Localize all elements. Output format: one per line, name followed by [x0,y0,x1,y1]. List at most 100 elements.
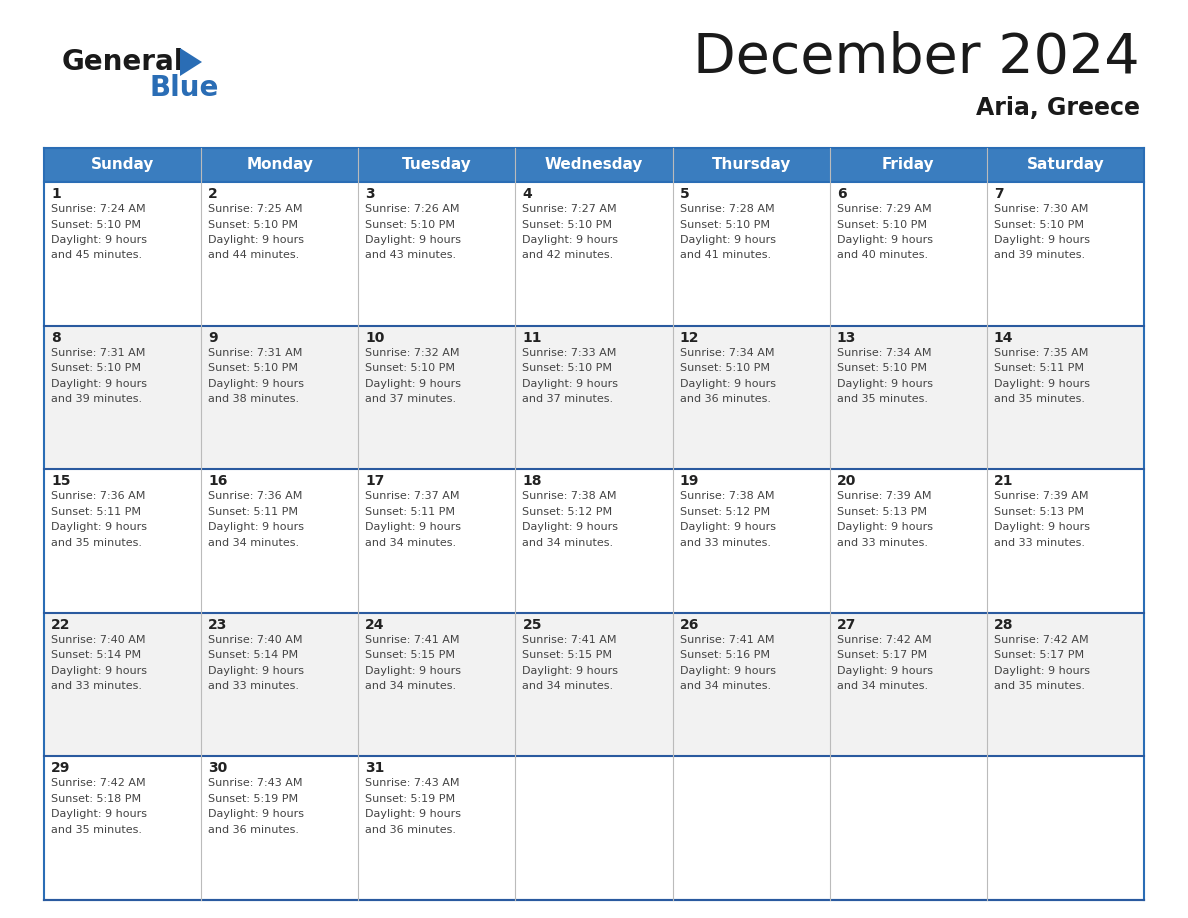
Bar [987,613,1144,756]
Text: Sunrise: 7:42 AM: Sunrise: 7:42 AM [836,635,931,644]
Text: 29: 29 [51,761,70,776]
Text: Daylight: 9 hours: Daylight: 9 hours [365,378,461,388]
Text: Sunrise: 7:30 AM: Sunrise: 7:30 AM [994,204,1088,214]
Bar [359,182,516,326]
Text: 1: 1 [51,187,61,201]
Text: 4: 4 [523,187,532,201]
Text: Sunrise: 7:40 AM: Sunrise: 7:40 AM [51,635,145,644]
Bar [44,148,201,182]
Text: Sunset: 5:10 PM: Sunset: 5:10 PM [836,364,927,373]
Text: and 35 minutes.: and 35 minutes. [994,394,1085,404]
Text: Sunrise: 7:32 AM: Sunrise: 7:32 AM [365,348,460,358]
Text: 20: 20 [836,475,857,488]
Text: Sunset: 5:10 PM: Sunset: 5:10 PM [365,219,455,230]
Text: Sunset: 5:14 PM: Sunset: 5:14 PM [51,650,141,660]
Text: Sunrise: 7:31 AM: Sunrise: 7:31 AM [208,348,303,358]
Bar [201,148,359,182]
Polygon shape [181,48,202,76]
Text: Sunrise: 7:27 AM: Sunrise: 7:27 AM [523,204,617,214]
Text: and 37 minutes.: and 37 minutes. [523,394,613,404]
Bar [359,469,516,613]
Text: 21: 21 [994,475,1013,488]
Bar [516,613,672,756]
Bar [672,182,829,326]
Text: Sunset: 5:11 PM: Sunset: 5:11 PM [365,507,455,517]
Bar [44,756,201,900]
Text: 30: 30 [208,761,227,776]
Text: Daylight: 9 hours: Daylight: 9 hours [51,522,147,532]
Text: Tuesday: Tuesday [402,158,472,173]
Text: and 39 minutes.: and 39 minutes. [51,394,143,404]
Bar [201,469,359,613]
Text: Sunset: 5:16 PM: Sunset: 5:16 PM [680,650,770,660]
Text: and 45 minutes.: and 45 minutes. [51,251,143,261]
Text: Daylight: 9 hours: Daylight: 9 hours [208,378,304,388]
Bar [987,182,1144,326]
Text: Wednesday: Wednesday [545,158,643,173]
Text: Sunrise: 7:38 AM: Sunrise: 7:38 AM [523,491,617,501]
Text: and 33 minutes.: and 33 minutes. [51,681,143,691]
Text: Sunrise: 7:26 AM: Sunrise: 7:26 AM [365,204,460,214]
Text: Daylight: 9 hours: Daylight: 9 hours [680,235,776,245]
Bar [987,756,1144,900]
Text: 11: 11 [523,330,542,344]
Text: Sunrise: 7:40 AM: Sunrise: 7:40 AM [208,635,303,644]
Text: Sunrise: 7:39 AM: Sunrise: 7:39 AM [836,491,931,501]
Bar [829,182,987,326]
Text: and 37 minutes.: and 37 minutes. [365,394,456,404]
Text: Monday: Monday [246,158,314,173]
Text: Sunrise: 7:28 AM: Sunrise: 7:28 AM [680,204,775,214]
Text: Sunset: 5:15 PM: Sunset: 5:15 PM [523,650,613,660]
Text: 13: 13 [836,330,857,344]
Text: Sunset: 5:19 PM: Sunset: 5:19 PM [365,794,455,804]
Text: Sunset: 5:17 PM: Sunset: 5:17 PM [836,650,927,660]
Bar [44,326,201,469]
Text: Sunrise: 7:34 AM: Sunrise: 7:34 AM [836,348,931,358]
Text: Sunset: 5:17 PM: Sunset: 5:17 PM [994,650,1083,660]
Bar [359,756,516,900]
Text: Daylight: 9 hours: Daylight: 9 hours [523,235,619,245]
Text: and 36 minutes.: and 36 minutes. [680,394,771,404]
Text: Sunrise: 7:24 AM: Sunrise: 7:24 AM [51,204,146,214]
Text: Sunrise: 7:34 AM: Sunrise: 7:34 AM [680,348,775,358]
Bar [201,182,359,326]
Text: and 34 minutes.: and 34 minutes. [523,681,613,691]
Text: and 35 minutes.: and 35 minutes. [836,394,928,404]
Text: 27: 27 [836,618,857,632]
Bar [44,469,201,613]
Bar [987,148,1144,182]
Text: and 42 minutes.: and 42 minutes. [523,251,614,261]
Bar [359,613,516,756]
Text: 9: 9 [208,330,217,344]
Text: and 34 minutes.: and 34 minutes. [365,681,456,691]
Text: Sunset: 5:13 PM: Sunset: 5:13 PM [836,507,927,517]
Text: General: General [62,48,184,76]
Text: Sunrise: 7:36 AM: Sunrise: 7:36 AM [208,491,303,501]
Text: 19: 19 [680,475,699,488]
Text: and 34 minutes.: and 34 minutes. [365,538,456,548]
Text: Sunset: 5:12 PM: Sunset: 5:12 PM [680,507,770,517]
Text: 6: 6 [836,187,846,201]
Bar [359,326,516,469]
Text: Daylight: 9 hours: Daylight: 9 hours [365,666,461,676]
Bar [516,469,672,613]
Text: and 33 minutes.: and 33 minutes. [208,681,299,691]
Text: and 35 minutes.: and 35 minutes. [51,825,143,834]
Text: Daylight: 9 hours: Daylight: 9 hours [994,235,1089,245]
Text: Daylight: 9 hours: Daylight: 9 hours [836,666,933,676]
Bar [987,469,1144,613]
Bar [829,613,987,756]
Text: Sunrise: 7:41 AM: Sunrise: 7:41 AM [680,635,775,644]
Text: Sunset: 5:15 PM: Sunset: 5:15 PM [365,650,455,660]
Bar [829,326,987,469]
Text: Sunrise: 7:33 AM: Sunrise: 7:33 AM [523,348,617,358]
Bar [829,469,987,613]
Text: Daylight: 9 hours: Daylight: 9 hours [51,235,147,245]
Bar [516,182,672,326]
Text: Daylight: 9 hours: Daylight: 9 hours [523,666,619,676]
Text: Daylight: 9 hours: Daylight: 9 hours [208,810,304,820]
Text: Sunset: 5:10 PM: Sunset: 5:10 PM [208,219,298,230]
Text: Sunset: 5:10 PM: Sunset: 5:10 PM [836,219,927,230]
Text: Daylight: 9 hours: Daylight: 9 hours [836,522,933,532]
Text: Sunset: 5:11 PM: Sunset: 5:11 PM [994,364,1083,373]
